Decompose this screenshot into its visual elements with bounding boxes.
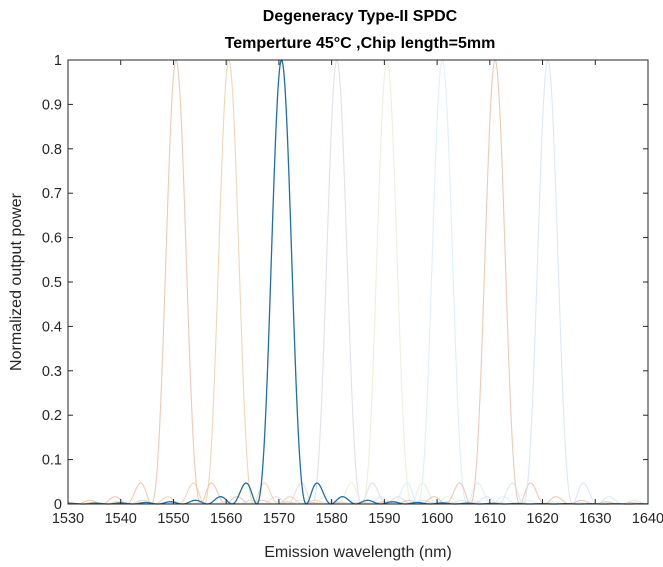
y-tick-label: 0.7	[42, 186, 62, 202]
x-tick-label: 1590	[368, 511, 400, 527]
y-axis-label: Normalized output power	[8, 192, 25, 371]
x-tick-label: 1560	[210, 511, 242, 527]
y-axis: 0 0.1 0.2 0.3 0.4 0.5 0.6 0.7 0.8 0.9 1	[42, 53, 648, 513]
x-tick-label: 1580	[316, 511, 348, 527]
y-tick-label: 0.3	[42, 364, 62, 380]
x-tick-label: 1630	[579, 511, 611, 527]
x-tick-label: 1640	[632, 511, 663, 527]
y-tick-label: 0.1	[42, 453, 62, 469]
x-tick-label: 1620	[526, 511, 558, 527]
y-tick-label: 0.4	[42, 319, 62, 335]
y-tick-label: 0.9	[42, 97, 62, 113]
x-tick-label: 1550	[157, 511, 189, 527]
y-tick-label: 0.8	[42, 142, 62, 158]
x-tick-label: 1600	[421, 511, 453, 527]
plot-area	[68, 60, 648, 504]
chart-subtitle: Temperture 45°C ,Chip length=5mm	[225, 35, 496, 52]
y-tick-label: 0	[54, 497, 62, 513]
y-tick-label: 0.2	[42, 408, 62, 424]
x-tick-label: 1540	[105, 511, 137, 527]
x-tick-label: 1610	[474, 511, 506, 527]
y-tick-label: 0.5	[42, 275, 62, 291]
y-tick-label: 1	[54, 53, 62, 69]
y-tick-label: 0.6	[42, 231, 62, 247]
chart-title: Degeneracy Type-II SPDC	[263, 8, 458, 25]
x-tick-label: 1530	[52, 511, 84, 527]
x-axis: 1530 1540 1550 1560 1570 1580 1590 1600 1610 1620…	[52, 60, 663, 527]
x-tick-label: 1570	[263, 511, 295, 527]
x-axis-label: Emission wavelength (nm)	[264, 544, 452, 561]
